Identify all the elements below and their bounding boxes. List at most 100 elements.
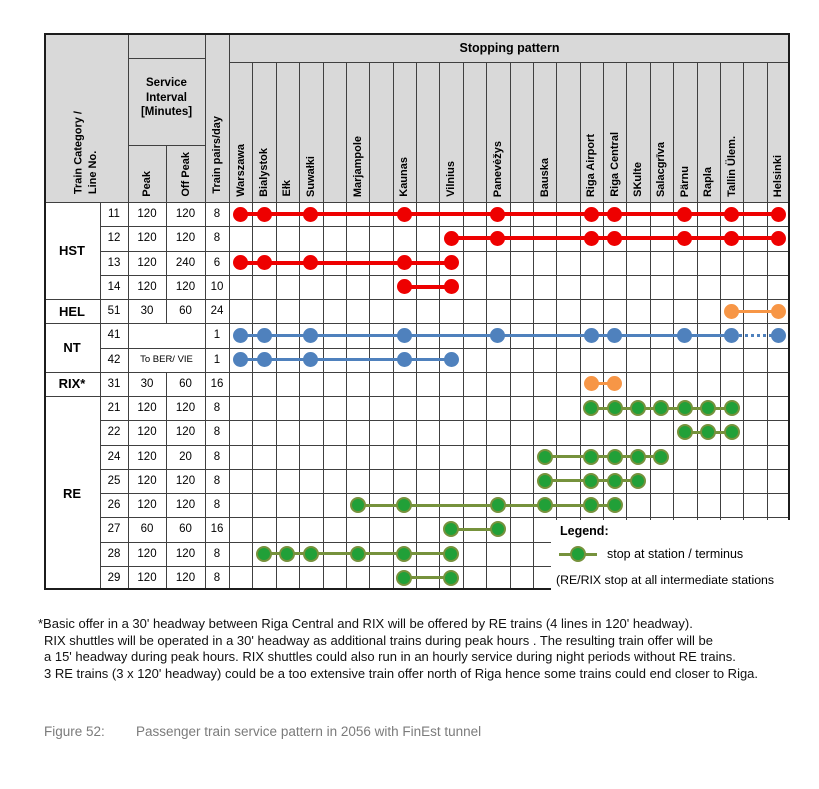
train-pairs-value-cell: 8	[213, 450, 221, 463]
train-pairs-value-cell: 8	[213, 426, 221, 439]
station-header: Ełk	[276, 62, 299, 202]
peak-value-cell: 120	[137, 499, 157, 512]
stop-dot	[677, 206, 693, 222]
footnote: *Basic offer in a 30' headway between Ri…	[38, 616, 800, 682]
stop-dot	[443, 255, 459, 271]
peak-value-cell: 120	[137, 280, 157, 293]
service-interval-header: Service Interval [Minutes]	[140, 77, 193, 119]
train-pairs-value-cell: 8	[213, 402, 221, 415]
grid-line	[532, 62, 534, 590]
grid-line	[369, 62, 371, 590]
legend-title: Legend:	[560, 524, 609, 538]
stop-dot	[770, 206, 786, 222]
line-number-cell: 31	[107, 377, 121, 390]
peak-value-cell: 120	[137, 571, 157, 584]
stop-dot	[233, 327, 249, 343]
stop-dot	[630, 400, 647, 417]
stop-dot	[606, 448, 623, 465]
train-category-header: Train Category / Line No.	[44, 33, 128, 202]
route-line	[240, 212, 779, 217]
stop-dot	[724, 206, 740, 222]
off-peak-value-cell: 120	[175, 474, 196, 487]
train-pairs-value-cell: 1	[213, 329, 221, 342]
grid-line	[100, 517, 790, 519]
grid-line	[299, 62, 301, 590]
route-line	[404, 284, 452, 289]
stop-dot	[396, 327, 412, 343]
footnote-line: a 15' headway during peak hours. RIX shu…	[44, 649, 736, 664]
line-number-cell: 14	[107, 280, 121, 293]
peak-header-label: Peak	[140, 171, 153, 197]
train-pairs-value-cell: 8	[213, 232, 221, 245]
footnote-line: 3 RE trains (3 x 120' headway) could be …	[44, 665, 759, 681]
stop-dot	[653, 400, 670, 417]
stop-dot	[303, 206, 319, 222]
train-pairs-header-label: Train pairs/day	[210, 116, 223, 194]
station-header: Warszawa	[229, 62, 252, 202]
grid-line	[345, 62, 347, 590]
stop-dot	[536, 448, 553, 465]
line-number-cell: 42	[107, 353, 121, 366]
stop-dot	[303, 255, 319, 271]
stop-dot	[303, 352, 319, 368]
line-number-cell: 51	[107, 305, 121, 318]
station-header: Salacgrīva	[650, 62, 673, 202]
stop-dot	[443, 279, 459, 295]
grid-line	[766, 62, 768, 590]
stop-dot	[676, 424, 693, 441]
line-number-cell: 11	[108, 208, 120, 221]
route-line	[591, 382, 615, 386]
station-header-label: SKulte	[631, 162, 644, 197]
peak-value-cell: 120	[137, 474, 157, 487]
station-header-label: Suwałki	[304, 156, 317, 197]
station-header: Panevėžys	[486, 62, 509, 202]
table-border	[44, 33, 790, 590]
off-peak-value-cell: 120	[175, 571, 196, 584]
stop-dot	[396, 497, 413, 514]
peak-value-cell: 120	[137, 256, 157, 269]
off-peak-value-cell: 120	[175, 402, 196, 415]
grid-line	[579, 62, 581, 590]
train-category-label: RIX*	[58, 376, 86, 392]
route-line	[731, 309, 779, 313]
train-category-label: HST	[59, 243, 85, 258]
stop-dot	[607, 327, 623, 343]
stop-dot	[583, 400, 600, 417]
grid-line	[100, 565, 790, 567]
stop-dot	[607, 230, 623, 246]
legend: Legend: stop at station / terminus (RE/R…	[551, 520, 819, 596]
stop-dot	[443, 521, 460, 538]
stop-dot	[489, 521, 506, 538]
train-pairs-value-cell: 8	[213, 499, 221, 512]
grid-line	[649, 62, 651, 590]
stop-dot	[396, 279, 412, 295]
grid-line	[44, 371, 790, 373]
route-line	[240, 333, 732, 337]
train-pairs-value-cell: 8	[213, 547, 221, 560]
stopping-pattern-header: Stopping pattern	[459, 40, 560, 55]
grid-line	[626, 62, 628, 590]
route-line	[544, 455, 662, 459]
grid-line	[100, 347, 790, 349]
stop-dot	[233, 255, 249, 271]
stop-dot	[489, 497, 506, 514]
peak-value-cell: 30	[140, 377, 154, 390]
stop-dot	[653, 448, 670, 465]
station-header-label: Ełk	[281, 180, 294, 197]
station-header: Helsinki	[767, 62, 790, 202]
stop-dot	[606, 400, 623, 417]
train-pairs-value-cell: 24	[210, 305, 224, 318]
stop-dot	[490, 230, 506, 246]
line-number-cell: 25	[107, 474, 121, 487]
grid-line	[128, 33, 129, 590]
stop-dot	[443, 352, 459, 368]
figure-caption: Figure 52: Passenger train service patter…	[44, 724, 481, 739]
stop-dot	[606, 497, 623, 514]
stop-dot	[724, 303, 740, 319]
station-header-label: Helsinki	[772, 154, 785, 197]
station-header: Marjampole	[346, 62, 369, 202]
peak-value-cell: 60	[140, 523, 154, 536]
stop-dot	[536, 472, 553, 489]
stop-dot	[724, 327, 740, 343]
